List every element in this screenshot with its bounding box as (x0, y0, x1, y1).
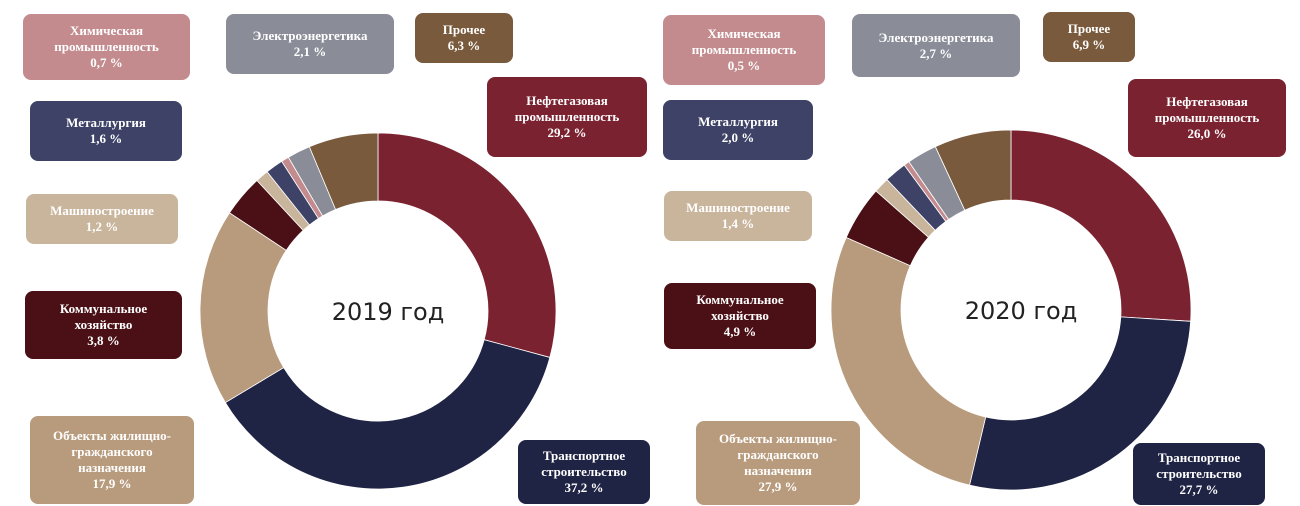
value-label: 2,0 % (721, 130, 755, 145)
segment-label: Нефтегазовая промышленность 26,0 % (1128, 79, 1286, 157)
category-name: Прочее (1067, 21, 1111, 36)
value-label: 27,7 % (1179, 482, 1219, 497)
segment-label: Транспортное строительство 27,7 % (1133, 443, 1265, 505)
value-label: 1,6 % (89, 131, 123, 146)
donut-segment (830, 236, 987, 486)
category-name: Нефтегазовая промышленность (514, 93, 620, 124)
donut-segment (969, 316, 1192, 491)
donut-segment (377, 132, 557, 358)
segment-label: Машиностроение 1,2 % (26, 194, 178, 244)
category-name: Химическая промышленность (691, 26, 797, 57)
center-title: 2019 год (332, 298, 445, 326)
category-name: Электроэнергетика (878, 29, 994, 45)
category-name: Электроэнергетика (252, 28, 368, 43)
category-name: Транспортное строительство (1156, 450, 1242, 481)
donut-segment (308, 132, 379, 211)
category-name: Коммунальное хозяйство (59, 301, 148, 332)
segment-label: Нефтегазовая промышленность 29,2 % (487, 77, 647, 157)
value-label: 29,2 % (547, 125, 587, 140)
category-name: Нефтегазовая промышленность (1154, 94, 1260, 125)
value-label: 1,2 % (85, 219, 119, 234)
value-label: 37,2 % (564, 480, 604, 495)
segment-label: Машиностроение 1,4 % (664, 191, 812, 241)
value-label: 1,4 % (721, 216, 755, 231)
value-label: 3,8 % (87, 333, 120, 348)
value-label: 26,0 % (1187, 126, 1227, 141)
segment-label: Коммунальное хозяйство 4,9 % (664, 283, 816, 349)
donut-segment (934, 129, 1012, 211)
center-title: 2020 год (965, 297, 1078, 325)
value-label: 27,9 % (758, 479, 798, 494)
value-label: 0,7 % (90, 55, 123, 70)
category-name: Прочее (442, 22, 486, 37)
donut-segment (1010, 129, 1192, 322)
segment-label: Химическая промышленность 0,7 % (23, 14, 190, 80)
segment-label: Транспортное строительство 37,2 % (518, 440, 650, 504)
category-name: Машиностроение (686, 200, 790, 215)
category-name: Металлургия (698, 114, 778, 129)
segment-label: Прочее 6,3 % (415, 13, 513, 63)
segment-label: Химическая промышленность 0,5 % (663, 15, 825, 85)
value-label: 2,1 % (293, 44, 327, 59)
value-label: 0,5 % (727, 58, 761, 73)
value-label: 4,9 % (723, 324, 757, 339)
value-label: 6,3 % (447, 38, 481, 53)
category-name: Металлургия (66, 115, 146, 130)
segment-label: Электроэнергетика 2,7 % (852, 14, 1020, 77)
segment-label: Объекты жилищно-гражданского назначения 1… (30, 416, 194, 504)
category-name: Машиностроение (50, 203, 154, 218)
segment-label: Электроэнергетика 2,1 % (226, 14, 394, 74)
category-name: Коммунальное хозяйство (696, 292, 784, 323)
category-name: Транспортное строительство (541, 448, 627, 479)
segment-label: Металлургия 1,6 % (30, 101, 182, 161)
segment-label: Объекты жилищно-гражданского назначения 2… (696, 421, 860, 505)
value-label: 2,7 % (919, 45, 953, 61)
segment-label: Металлургия 2,0 % (663, 100, 813, 160)
segment-label: Прочее 6,9 % (1043, 12, 1135, 62)
category-name: Объекты жилищно-гражданского назначения (719, 431, 837, 478)
value-label: 17,9 % (92, 476, 132, 491)
category-name: Объекты жилищно-гражданского назначения (53, 428, 171, 475)
category-name: Химическая промышленность (54, 23, 159, 54)
segment-label: Коммунальное хозяйство 3,8 % (25, 291, 182, 359)
value-label: 6,9 % (1072, 37, 1106, 52)
donut-segment (224, 339, 551, 490)
